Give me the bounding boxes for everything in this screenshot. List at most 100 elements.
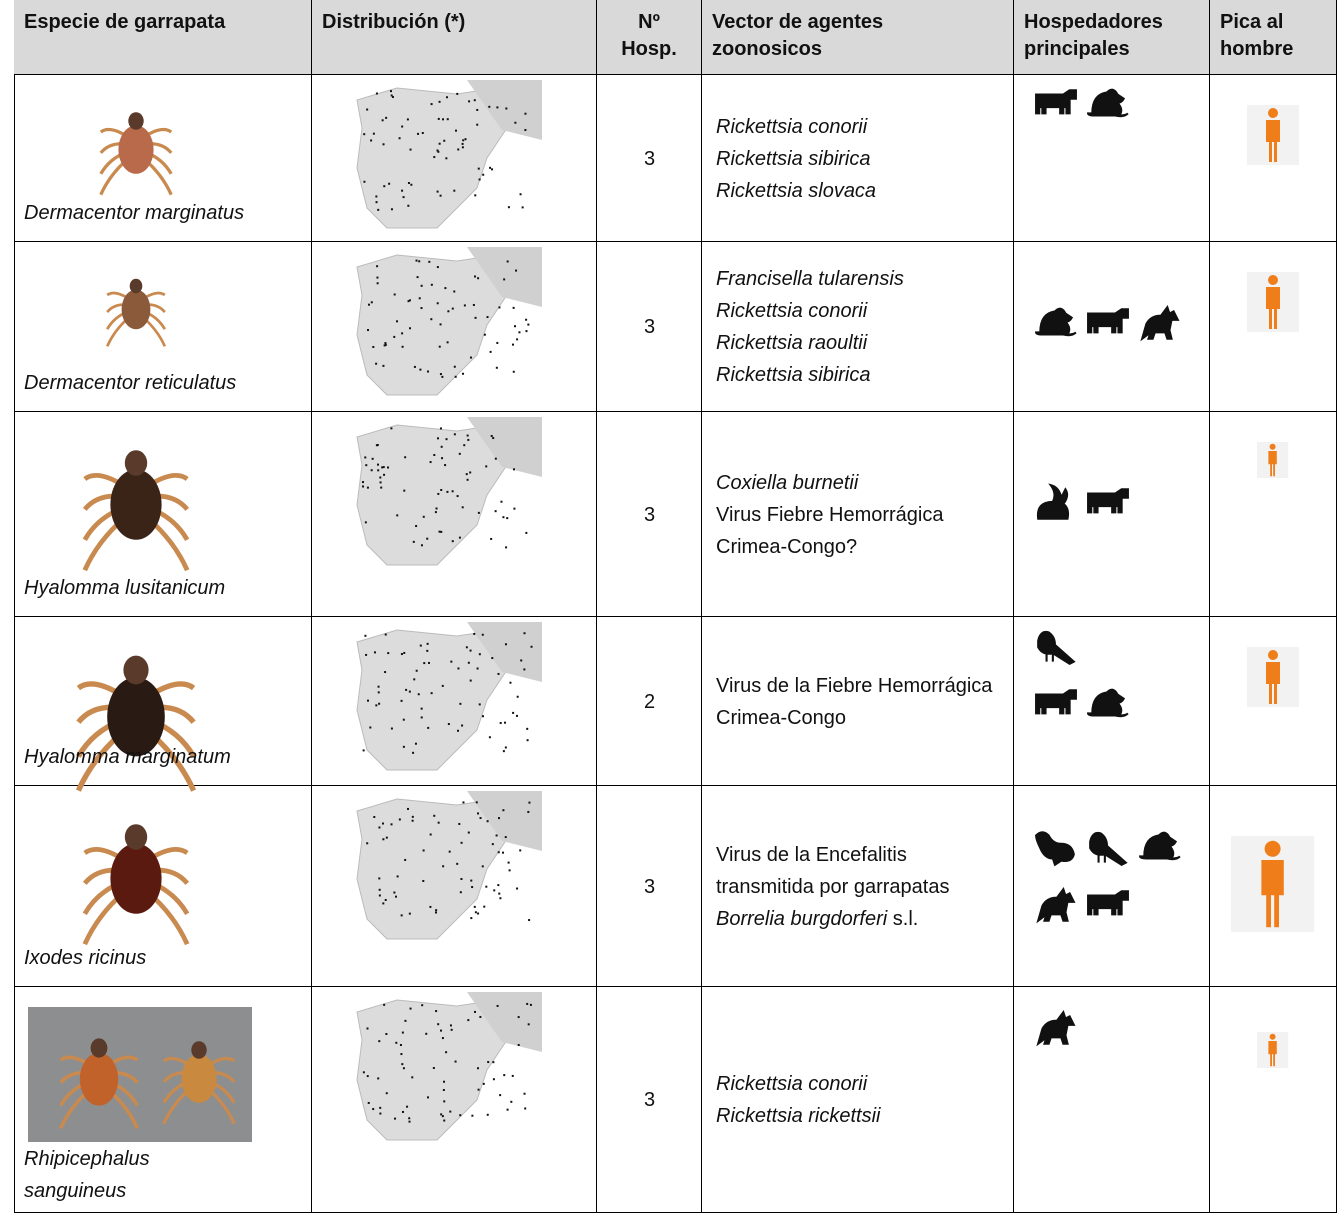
- map-dot: [522, 206, 524, 208]
- map-dot: [379, 1107, 381, 1109]
- map-dot: [423, 662, 425, 664]
- map-dot: [421, 544, 423, 546]
- map-dot: [505, 746, 507, 748]
- map-dot: [499, 1094, 501, 1096]
- map-dot: [515, 270, 517, 272]
- map-dot: [437, 437, 439, 439]
- tick-body: [80, 1053, 118, 1106]
- map-dot: [362, 481, 364, 483]
- map-dot: [404, 1020, 406, 1022]
- map-dot: [421, 1004, 423, 1006]
- map-dot: [395, 1042, 397, 1044]
- map-dot: [403, 746, 405, 748]
- rat-silhouette: [1088, 690, 1128, 716]
- map-dot: [524, 1093, 526, 1095]
- map-dot: [516, 715, 518, 717]
- map-dot: [500, 722, 502, 724]
- map-dot: [502, 516, 504, 518]
- map-dot: [383, 185, 385, 187]
- host-icon: [1034, 482, 1078, 526]
- map-dot: [476, 124, 478, 126]
- person-head: [1270, 1034, 1276, 1040]
- map-dot: [462, 373, 464, 375]
- map-dot: [470, 357, 472, 359]
- map-dot: [464, 304, 466, 306]
- map-dot: [393, 336, 395, 338]
- map-dot: [442, 685, 444, 687]
- map-dot: [482, 865, 484, 867]
- map-dot: [525, 330, 527, 332]
- map-dot: [397, 875, 399, 877]
- map-dot: [482, 634, 484, 636]
- map-dot: [470, 917, 472, 919]
- map-dot: [442, 118, 444, 120]
- map-dot: [528, 919, 530, 921]
- map-dot: [503, 278, 505, 280]
- cow-silhouette: [1036, 690, 1076, 713]
- map-dot: [436, 507, 438, 509]
- map-dot: [362, 485, 364, 487]
- map-dot: [456, 863, 458, 865]
- map-dot: [527, 739, 529, 741]
- map-dot: [487, 316, 489, 318]
- host-icon: [1034, 826, 1078, 870]
- map-dot: [366, 109, 368, 111]
- map-dot: [491, 657, 493, 659]
- map-dot: [447, 341, 449, 343]
- map-dot: [379, 894, 381, 896]
- map-dot: [488, 106, 490, 108]
- map-dot: [391, 94, 393, 96]
- map-dot: [437, 191, 439, 193]
- host-icon: [1086, 482, 1130, 526]
- map-dot: [366, 842, 368, 844]
- host-count: 3: [597, 499, 702, 531]
- tick-head: [128, 112, 143, 130]
- map-dot: [431, 284, 433, 286]
- agent-line: Rickettsia sibirica: [716, 359, 1006, 391]
- map-dot: [485, 886, 487, 888]
- map-dot: [442, 1115, 444, 1117]
- map-dot: [385, 899, 387, 901]
- person-head: [1268, 108, 1278, 118]
- header-text: Nº Hosp.: [619, 9, 679, 63]
- map-dot: [476, 801, 478, 803]
- map-dot: [514, 122, 516, 124]
- map-dot: [378, 703, 380, 705]
- map-dot: [375, 363, 377, 365]
- map-dot: [520, 659, 522, 661]
- map-dot: [477, 913, 479, 915]
- header-cell: Nº Hosp.: [597, 0, 702, 75]
- map-dot: [395, 896, 397, 898]
- map-dot: [365, 654, 367, 656]
- species-name: Dermacentor marginatus: [24, 197, 304, 229]
- map-dot: [468, 662, 470, 664]
- map-dot: [458, 823, 460, 825]
- map-dot: [401, 1063, 403, 1065]
- map-dot: [418, 260, 420, 262]
- map-dot: [491, 435, 493, 437]
- map-dot: [451, 1029, 453, 1031]
- map-dot: [378, 826, 380, 828]
- map-dot: [403, 196, 405, 198]
- tick-image: [14, 75, 312, 205]
- map-dot: [482, 174, 484, 176]
- map-dot: [513, 508, 515, 510]
- map-dot: [367, 1075, 369, 1077]
- agent-text: Rickettsia rickettsii: [716, 1105, 880, 1127]
- map-dot: [455, 130, 457, 132]
- map-dot: [377, 469, 379, 471]
- map-dot: [376, 265, 378, 267]
- map-dot: [525, 319, 527, 321]
- map-dot: [437, 266, 439, 268]
- species-name: Rhipicephalus sanguineus: [24, 1143, 224, 1207]
- map-dot: [440, 1113, 442, 1115]
- map-dot: [399, 137, 401, 139]
- map-dot: [409, 327, 411, 329]
- map-dot: [417, 133, 419, 135]
- map-dot: [497, 673, 499, 675]
- map-dot: [387, 652, 389, 654]
- map-dot: [385, 634, 387, 636]
- map-dot: [444, 464, 446, 466]
- distribution-map: [347, 247, 542, 397]
